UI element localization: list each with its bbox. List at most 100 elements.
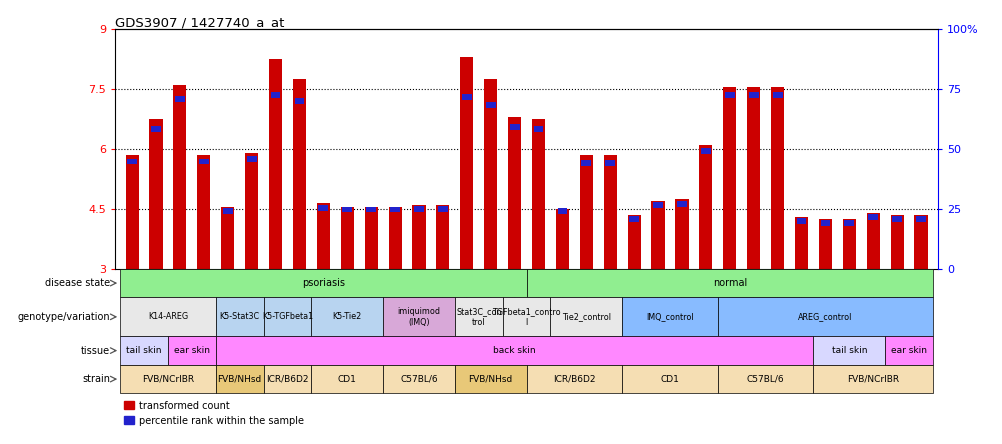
Text: ICR/B6D2: ICR/B6D2	[266, 375, 309, 384]
Bar	[120, 337, 167, 365]
Bar	[317, 203, 330, 269]
Bar	[127, 159, 137, 164]
Bar	[526, 269, 932, 297]
Bar	[436, 205, 449, 269]
Text: disease state: disease state	[45, 278, 110, 288]
Bar	[550, 297, 621, 337]
Bar	[890, 215, 903, 269]
Bar	[220, 207, 234, 269]
Bar	[484, 79, 497, 269]
Bar	[724, 92, 734, 98]
Bar	[149, 119, 162, 269]
Bar	[366, 207, 376, 212]
Bar	[795, 217, 808, 269]
Bar	[892, 216, 901, 222]
Bar	[700, 148, 710, 154]
Bar	[198, 159, 208, 164]
Bar	[174, 96, 184, 102]
Bar	[244, 153, 258, 269]
Bar	[342, 207, 352, 212]
Bar	[557, 208, 567, 214]
Bar	[605, 160, 614, 166]
Text: ear skin: ear skin	[173, 346, 209, 355]
Bar	[120, 365, 215, 393]
Bar	[390, 207, 400, 212]
Bar	[818, 219, 832, 269]
Bar	[868, 214, 878, 220]
Bar	[508, 117, 521, 269]
Text: FVB/NHsd: FVB/NHsd	[217, 375, 262, 384]
Bar	[842, 219, 855, 269]
Legend: transformed count, percentile rank within the sample: transformed count, percentile rank withi…	[120, 397, 308, 429]
Bar	[526, 365, 621, 393]
Bar	[454, 297, 502, 337]
Bar	[173, 85, 186, 269]
Text: CD1: CD1	[660, 375, 678, 384]
Text: K5-TGFbeta1: K5-TGFbeta1	[262, 312, 313, 321]
Bar	[885, 337, 932, 365]
Bar	[485, 102, 495, 107]
Bar	[151, 126, 160, 132]
Bar	[383, 365, 454, 393]
Bar	[215, 297, 264, 337]
Bar	[722, 87, 735, 269]
Text: psoriasis: psoriasis	[302, 278, 345, 288]
Bar	[365, 207, 378, 269]
Bar	[531, 119, 544, 269]
Bar	[264, 297, 311, 337]
Text: tail skin: tail skin	[126, 346, 161, 355]
Text: GDS3907 / 1427740_a_at: GDS3907 / 1427740_a_at	[115, 16, 285, 29]
Bar	[771, 87, 784, 269]
Text: imiquimod
(IMQ): imiquimod (IMQ)	[397, 307, 440, 326]
Bar	[167, 337, 215, 365]
Bar	[293, 79, 306, 269]
Bar	[269, 59, 282, 269]
Bar	[311, 297, 383, 337]
Bar	[461, 94, 471, 99]
Text: strain: strain	[82, 374, 110, 384]
Bar	[383, 297, 454, 337]
Bar	[674, 199, 687, 269]
Bar	[914, 215, 927, 269]
Bar	[772, 92, 782, 98]
Bar	[197, 155, 210, 269]
Bar	[264, 365, 311, 393]
Text: FVB/NCrIBR: FVB/NCrIBR	[141, 375, 193, 384]
Bar	[271, 92, 281, 98]
Bar	[628, 216, 638, 222]
Bar	[125, 155, 138, 269]
Bar	[698, 145, 711, 269]
Bar	[295, 98, 304, 103]
Bar	[215, 337, 813, 365]
Bar	[844, 220, 854, 226]
Bar	[438, 206, 447, 212]
Bar	[717, 365, 813, 393]
Text: CD1: CD1	[338, 375, 357, 384]
Text: back skin: back skin	[493, 346, 535, 355]
Bar	[866, 213, 879, 269]
Text: FVB/NHsd: FVB/NHsd	[468, 375, 512, 384]
Bar	[533, 126, 543, 132]
Text: Tie2_control: Tie2_control	[561, 312, 610, 321]
Bar	[555, 209, 568, 269]
Bar	[581, 160, 591, 166]
Bar	[502, 297, 550, 337]
Bar	[813, 365, 932, 393]
Bar	[311, 365, 383, 393]
Text: tail skin: tail skin	[831, 346, 866, 355]
Text: FVB/NCrIBR: FVB/NCrIBR	[847, 375, 899, 384]
Text: C57BL/6: C57BL/6	[400, 375, 437, 384]
Bar	[813, 337, 885, 365]
Text: genotype/variation: genotype/variation	[17, 312, 110, 322]
Bar	[222, 208, 232, 214]
Bar	[579, 155, 592, 269]
Text: AREG_control: AREG_control	[798, 312, 852, 321]
Text: C57BL/6: C57BL/6	[746, 375, 784, 384]
Text: K5-Stat3C: K5-Stat3C	[219, 312, 260, 321]
Bar	[748, 92, 758, 98]
Bar	[215, 365, 264, 393]
Text: TGFbeta1_contro
l: TGFbeta1_contro l	[492, 307, 560, 326]
Text: tissue: tissue	[81, 345, 110, 356]
Bar	[246, 156, 257, 162]
Bar	[414, 206, 424, 212]
